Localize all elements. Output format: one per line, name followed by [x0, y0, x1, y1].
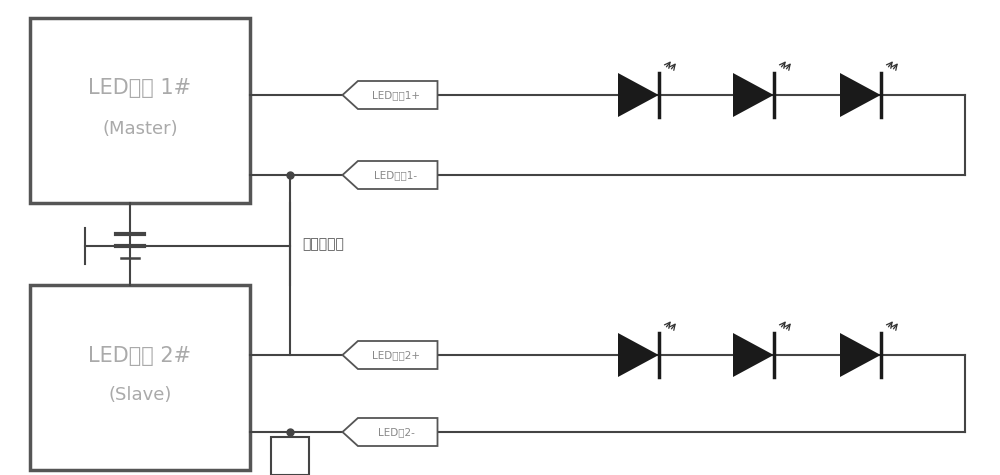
Text: LED电源 1#: LED电源 1# [88, 78, 192, 98]
Text: LED电源1+: LED电源1+ [372, 90, 420, 100]
Text: LED电源 2#: LED电源 2# [88, 345, 192, 365]
Text: 同步信号线: 同步信号线 [302, 237, 344, 251]
Polygon shape [733, 333, 774, 377]
Polygon shape [342, 81, 438, 109]
Bar [30, 285, 250, 470]
Text: LED电源1-: LED电源1- [374, 170, 418, 180]
Bar [30, 18, 250, 203]
Polygon shape [618, 333, 659, 377]
Text: LED电源2+: LED电源2+ [372, 350, 420, 360]
Text: (Master): (Master) [102, 120, 178, 137]
Polygon shape [342, 341, 438, 369]
Polygon shape [733, 73, 774, 117]
Polygon shape [342, 418, 438, 446]
Bar [271, 437, 309, 475]
Polygon shape [840, 73, 881, 117]
Polygon shape [342, 161, 438, 189]
Text: (Slave): (Slave) [108, 387, 172, 405]
Polygon shape [840, 333, 881, 377]
Polygon shape [618, 73, 659, 117]
Text: LED电2-: LED电2- [378, 427, 414, 437]
